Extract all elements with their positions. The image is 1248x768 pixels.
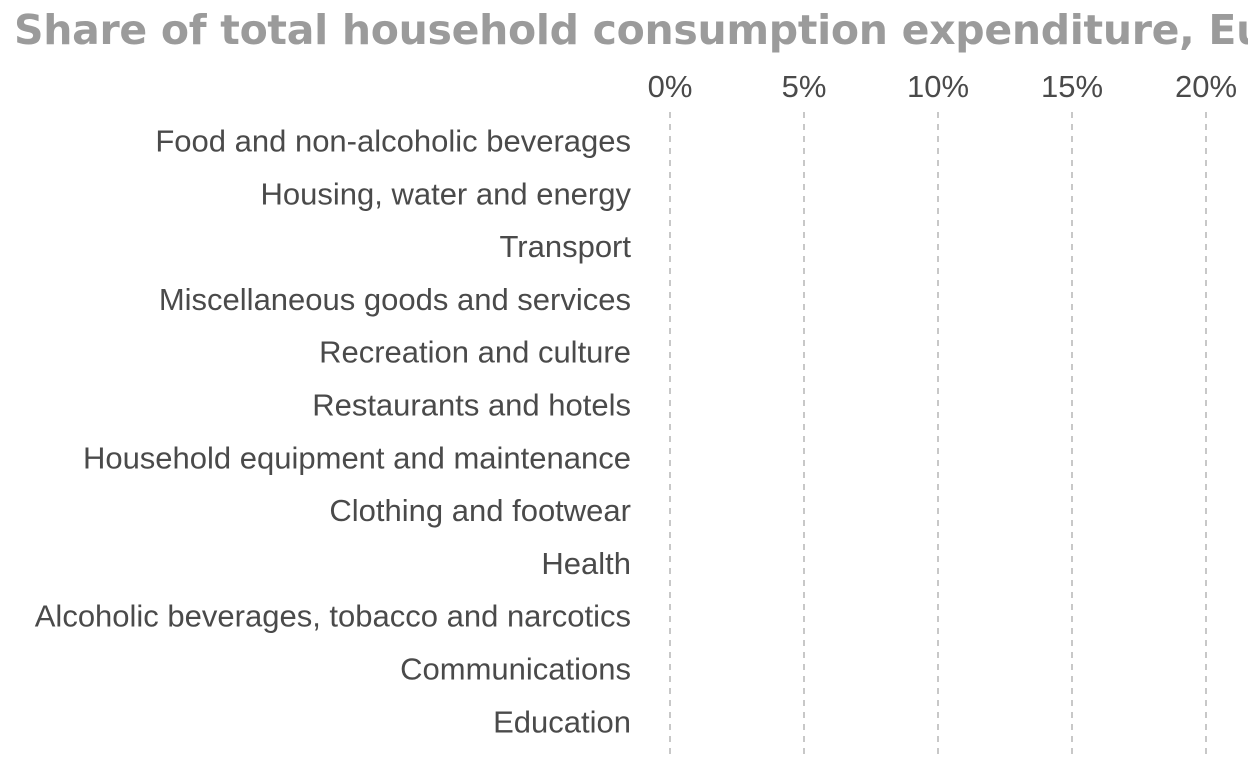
category-label: Miscellaneous goods and services [159, 282, 631, 317]
category-label: Housing, water and energy [260, 176, 631, 211]
category-label: Household equipment and maintenance [83, 440, 631, 475]
category-label: Transport [499, 229, 631, 264]
x-tick-label: 0% [648, 69, 693, 104]
category-label: Recreation and culture [319, 335, 631, 370]
category-label: Health [541, 546, 631, 581]
x-tick-label: 10% [907, 69, 969, 104]
category-label: Restaurants and hotels [312, 388, 631, 423]
chart-title: Share of total household consumption exp… [14, 6, 1248, 54]
x-tick-label: 5% [782, 69, 827, 104]
category-label: Clothing and footwear [329, 493, 631, 528]
category-label: Alcoholic beverages, tobacco and narcoti… [35, 599, 631, 634]
x-tick-label: 20% [1175, 69, 1237, 104]
category-label: Food and non-alcoholic beverages [155, 124, 631, 159]
category-label: Communications [400, 652, 631, 687]
category-label: Education [493, 704, 631, 739]
x-tick-label: 15% [1041, 69, 1103, 104]
